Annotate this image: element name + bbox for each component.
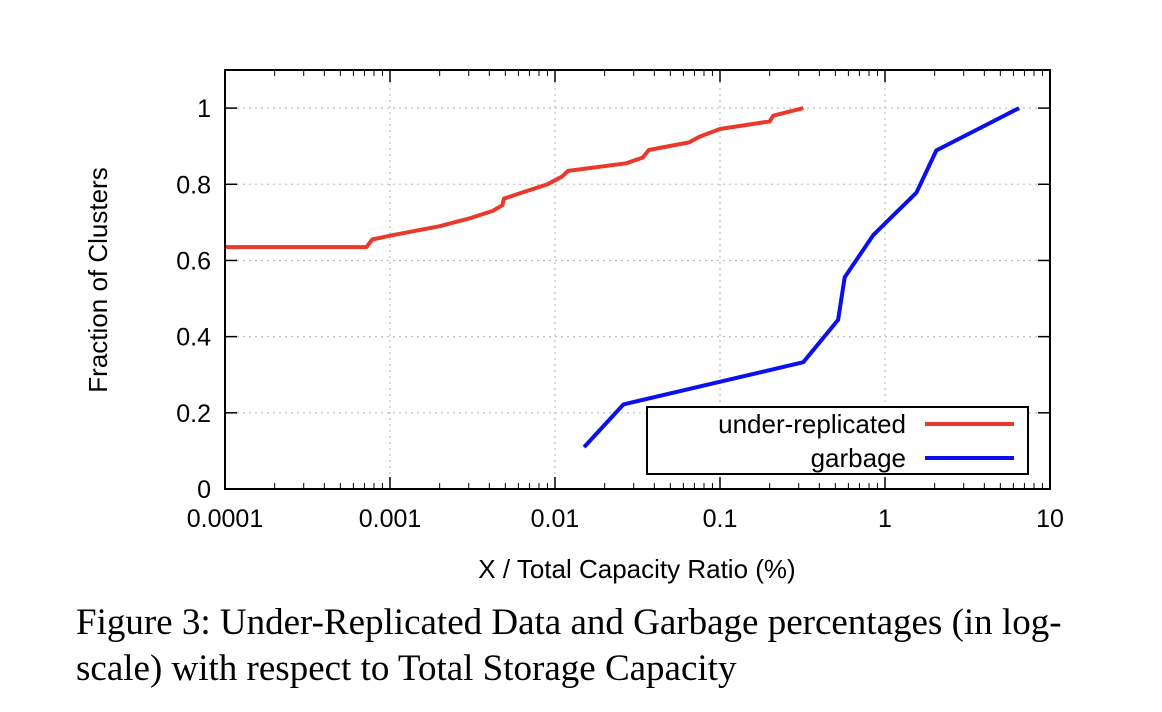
series-line-garbage — [582, 106, 1021, 449]
x-tick-label: 1 — [878, 505, 892, 533]
tick-labels: 0 0.2 0.4 0.6 0.8 1 0.0001 0.001 0.01 0.1 1 10 — [176, 95, 1064, 533]
legend-box — [646, 406, 1029, 475]
y-tick-label: 1 — [197, 95, 211, 123]
axis-ticks — [224, 70, 1051, 490]
figure-caption: Figure 3: Under-Replicated Data and Garb… — [76, 602, 1062, 689]
cdf-chart: 0 0.2 0.4 0.6 0.8 1 0.0001 0.001 0.01 0.1 1 10 X / … — [83, 69, 1064, 584]
x-tick-label: 0.0001 — [187, 505, 263, 533]
legend-label-garbage: garbage — [811, 443, 906, 473]
legend-label-under-replicated: under-replicated — [718, 409, 906, 439]
x-tick-label: 0.1 — [703, 505, 738, 533]
legend: under-replicated garbage — [646, 406, 1029, 475]
y-tick-label: 0.4 — [176, 324, 211, 352]
series-line-under-replicated — [225, 106, 804, 250]
plot-frame — [224, 69, 1051, 490]
y-tick-label: 0.8 — [176, 171, 211, 199]
y-tick-label: 0.2 — [176, 400, 211, 428]
x-axis-title: X / Total Capacity Ratio (%) — [478, 554, 795, 584]
y-tick-label: 0.6 — [176, 247, 211, 275]
y-tick-label: 0 — [197, 476, 211, 504]
y-axis-title: Fraction of Clusters — [83, 167, 113, 392]
x-tick-label: 0.01 — [531, 505, 580, 533]
x-tick-label: 10 — [1036, 505, 1064, 533]
x-tick-label: 0.001 — [359, 505, 422, 533]
series-layer — [225, 106, 1021, 449]
